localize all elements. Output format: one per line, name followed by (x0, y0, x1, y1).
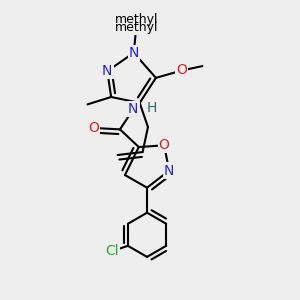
Text: N: N (164, 164, 174, 178)
Text: O: O (159, 138, 170, 152)
Text: H: H (146, 101, 157, 115)
Text: N: N (129, 46, 139, 60)
Text: N: N (102, 64, 112, 78)
Text: methyl: methyl (114, 21, 158, 34)
Text: Cl: Cl (105, 244, 119, 258)
Text: O: O (88, 121, 99, 135)
Text: O: O (176, 64, 187, 77)
Text: methyl: methyl (114, 13, 158, 26)
Text: N: N (128, 102, 138, 116)
